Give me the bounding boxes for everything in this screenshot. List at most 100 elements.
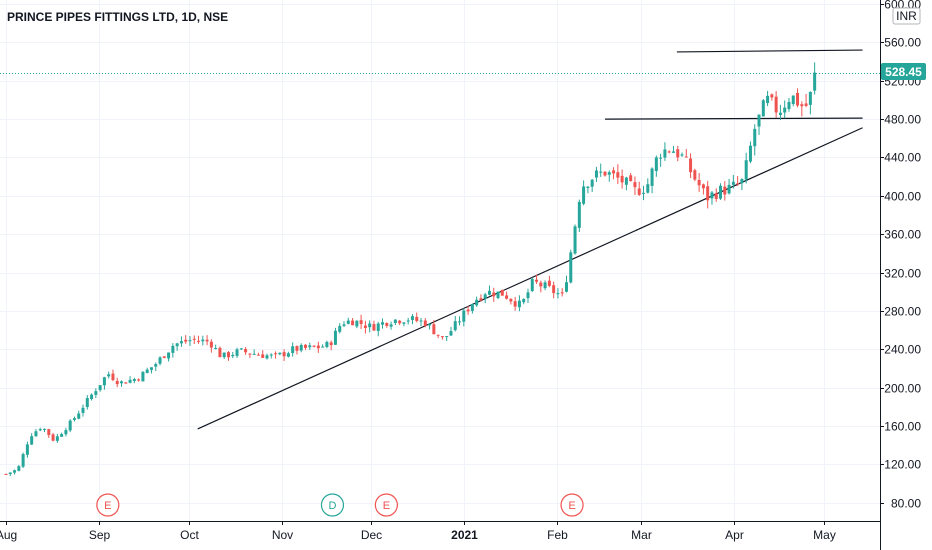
candle [522,298,526,305]
candle-body [723,186,727,195]
candle-body [410,316,414,320]
candle-body [269,354,273,356]
candle-body [778,112,782,115]
candle [800,101,804,117]
chart-title: PRINCE PIPES FITTINGS LTD, 1D, NSE [7,10,228,24]
candle-body [787,101,791,110]
candle-body [753,128,757,147]
y-tick-label: 400.00 [884,190,921,204]
candle [706,180,710,209]
candle [90,393,94,401]
candle-body [513,301,517,307]
event-label: E [104,500,111,512]
x-tick-label: Nov [272,528,293,542]
candle [346,317,350,325]
candle-body [321,346,325,348]
candle [21,452,25,469]
candle [449,326,453,336]
event-circle [560,493,584,517]
candle-body [8,472,12,475]
candle-body [402,322,406,324]
candle [124,382,128,384]
candle [475,296,479,307]
candle [179,336,183,347]
candle [603,171,607,177]
candle [787,97,791,112]
candle [64,427,68,437]
candle-body [564,282,568,292]
candle-body [304,344,307,348]
candle-body [64,430,68,435]
candle [753,124,757,156]
x-tick-label: 2021 [451,528,478,542]
candle [415,312,419,323]
candle [406,317,410,325]
candle [282,349,286,362]
y-tick-label: 240.00 [884,343,921,357]
candle [804,93,808,108]
candle [363,320,367,334]
candle [308,342,312,350]
candle-body [316,345,320,349]
candle [338,323,342,334]
candle-body [599,171,603,173]
candle-body [201,339,205,342]
candle [462,308,466,327]
candle-body [149,367,153,370]
candle-body [496,291,500,299]
candle-body [526,292,530,299]
candle-body [30,436,34,445]
candle-body [90,394,94,400]
trendlines[interactable] [197,49,863,430]
y-tick-label: 120.00 [884,458,921,472]
candle [453,315,457,332]
x-tick-label: Sep [89,528,111,542]
candle [132,377,136,384]
candle-body [757,114,761,127]
candle [594,166,598,183]
currency-badge[interactable]: INR [892,7,921,25]
candle [650,167,654,194]
candle-body [659,157,663,159]
candle-body [710,192,714,199]
candle-body [308,345,312,348]
candle [201,335,205,346]
candle [770,93,774,101]
event-label: E [383,500,390,512]
candle [47,428,51,438]
candle [376,321,380,337]
candle-body [650,168,654,186]
candle-body [355,320,359,327]
candle [248,353,252,358]
candle-body [774,96,778,113]
candle [60,432,64,438]
candle-body [261,354,265,358]
candle-body [235,349,239,356]
candle-body [167,352,171,359]
x-axis-ticks: Aug Sep Oct Nov Dec 2021 Feb Mar Apr May [0,521,836,542]
candle [492,287,496,302]
candle-body [248,353,252,355]
candle-body [162,356,166,358]
candle [577,199,581,232]
candle-body [590,179,594,187]
candle-body [517,300,521,308]
x-tick-label: Mar [631,528,652,542]
candle [607,170,611,182]
candle [778,104,782,121]
candle-body [381,322,385,325]
candle [748,141,752,164]
candle-body [633,182,637,188]
candle [278,352,282,356]
candle [299,343,303,353]
x-tick-label: Apr [725,528,744,542]
candle [291,342,295,357]
candle-body [466,309,470,312]
candle-body [522,299,526,303]
candle [72,416,76,422]
candle-body [684,156,688,158]
candle [423,318,427,328]
candle-body [616,172,620,178]
